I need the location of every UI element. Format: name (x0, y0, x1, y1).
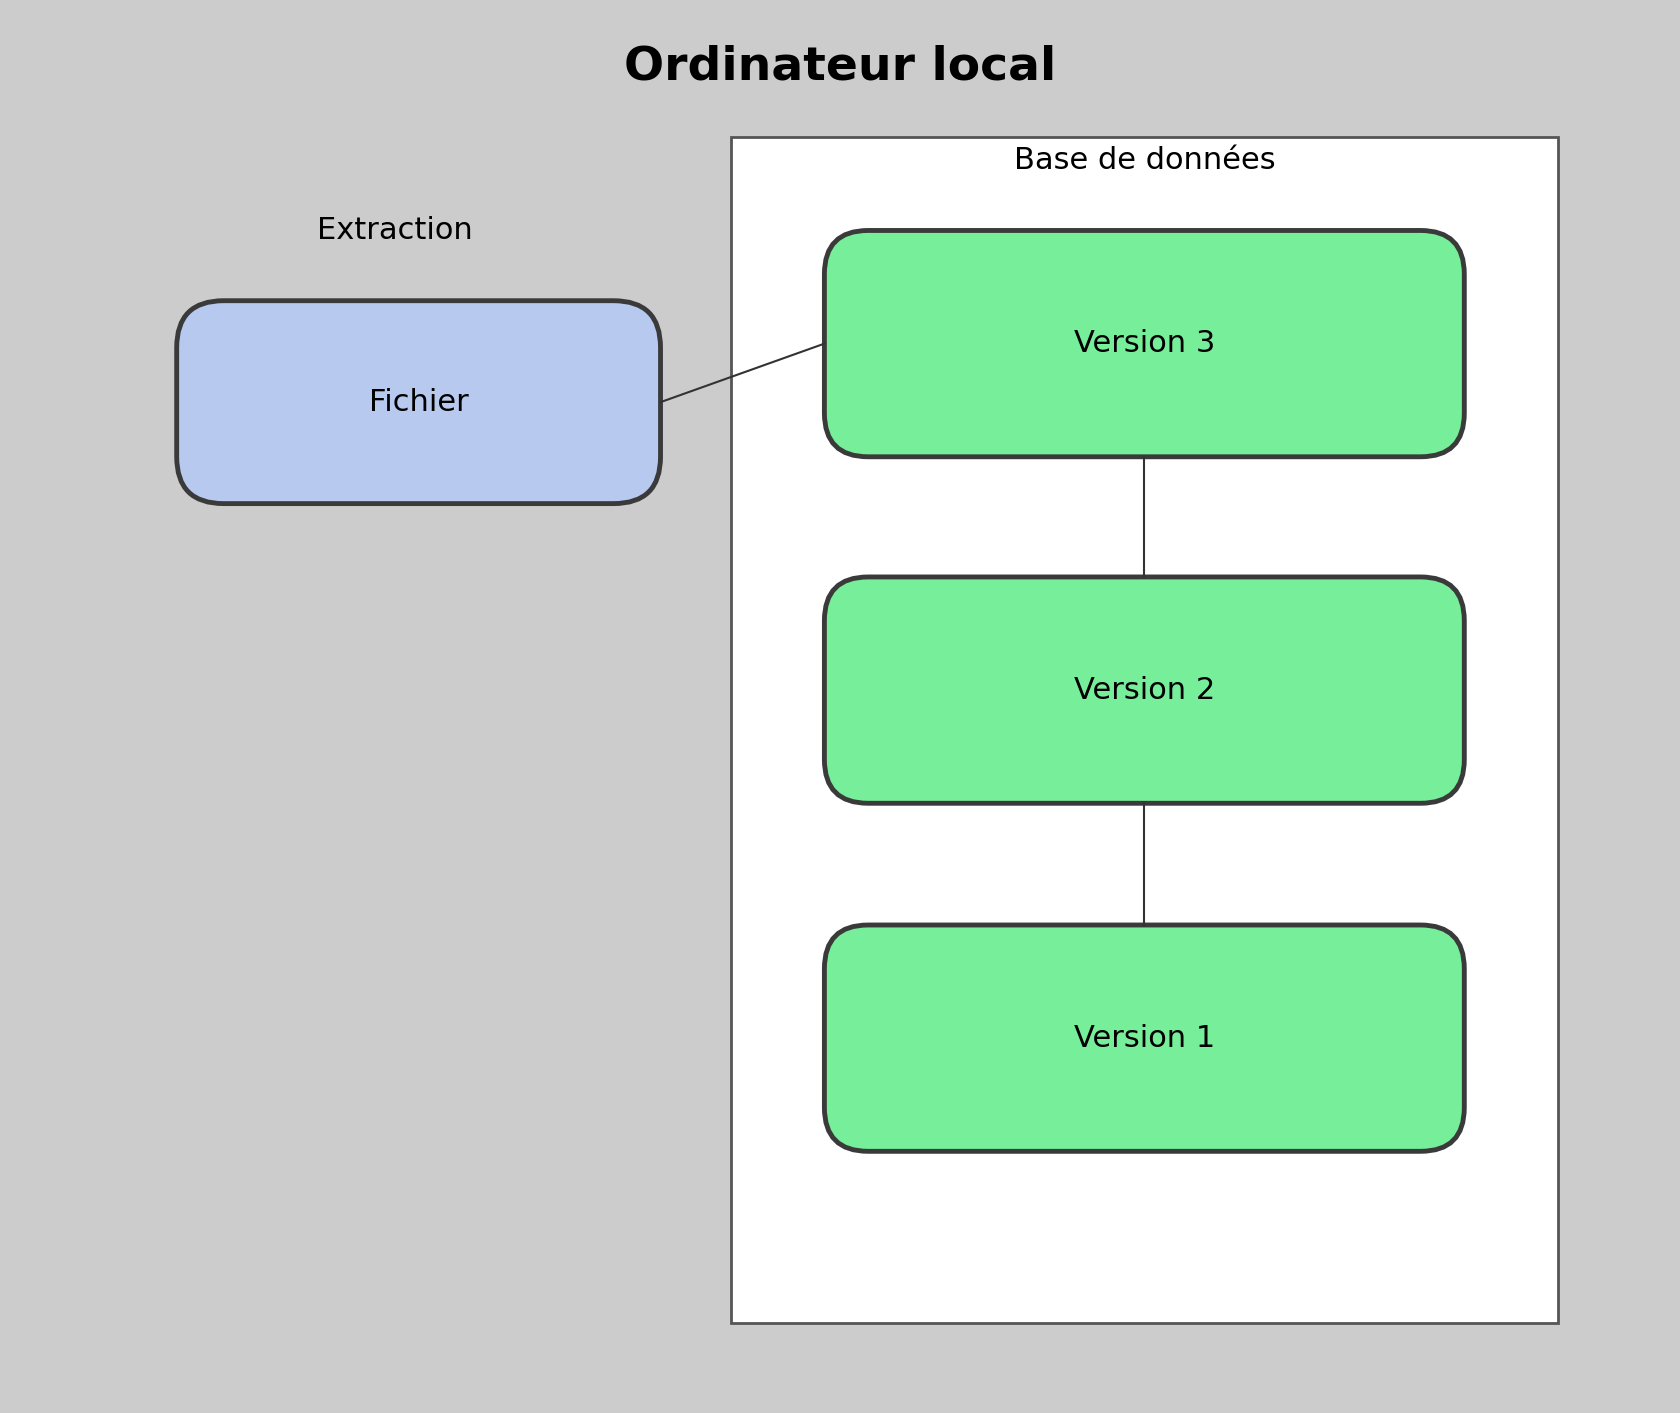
Text: Version 1: Version 1 (1074, 1023, 1215, 1053)
Text: Version 3: Version 3 (1074, 329, 1215, 357)
FancyBboxPatch shape (176, 301, 660, 503)
Text: Fichier: Fichier (368, 387, 469, 417)
FancyBboxPatch shape (731, 137, 1557, 1323)
Text: Base de données: Base de données (1013, 146, 1275, 175)
Text: Extraction: Extraction (318, 216, 474, 244)
FancyBboxPatch shape (825, 926, 1465, 1152)
Text: Ordinateur local: Ordinateur local (623, 45, 1057, 90)
Text: Version 2: Version 2 (1074, 675, 1215, 705)
FancyBboxPatch shape (825, 577, 1465, 803)
FancyBboxPatch shape (825, 230, 1465, 456)
